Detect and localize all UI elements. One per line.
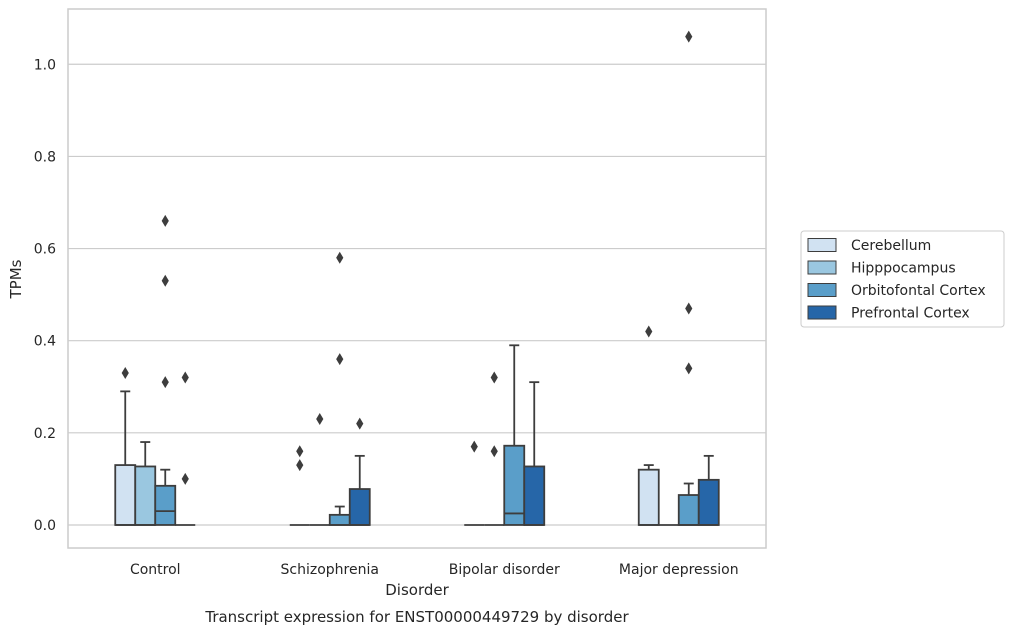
outlier-point [685, 302, 693, 315]
outlier-point [181, 371, 189, 384]
legend-label: Cerebellum [851, 238, 931, 254]
box-3-2 [677, 30, 700, 526]
box-1-0 [289, 445, 310, 526]
x-tick-label: Control [130, 562, 181, 578]
box [328, 513, 351, 526]
outlier-point [161, 214, 169, 227]
chart-caption: Transcript expression for ENST0000044972… [204, 608, 629, 626]
box-3-3 [697, 454, 720, 526]
y-tick-label: 0.6 [34, 242, 56, 258]
box [677, 494, 700, 526]
box-0-2 [154, 214, 177, 526]
y-tick-label: 0.2 [34, 426, 56, 442]
legend: Cerebellum Hipppocampus Orbitofontal Corte… [800, 230, 1005, 328]
box [523, 465, 546, 526]
x-tick-labels: Control Schizophrenia Bipolar disorder Majo… [130, 562, 739, 578]
box-2-3 [523, 381, 546, 526]
outlier-point [296, 459, 304, 472]
outlier-point [685, 30, 693, 43]
legend-swatch [807, 238, 837, 252]
legend-entries: Cerebellum Hipppocampus Orbitofontal Corte… [807, 238, 986, 322]
outlier-point [470, 440, 478, 453]
outlier-point [490, 371, 498, 384]
plot-frame [67, 8, 767, 549]
box [114, 464, 137, 526]
x-tick-label: Bipolar disorder [449, 562, 560, 578]
legend-frame [800, 230, 1005, 328]
y-tick-label: 0.0 [34, 518, 56, 534]
legend-swatch [807, 260, 837, 275]
outlier-point [296, 445, 304, 458]
box [697, 478, 720, 526]
outlier-point [645, 325, 653, 338]
outlier-point [161, 376, 169, 389]
y-axis-label: TPMs [7, 259, 25, 299]
outlier-point [316, 413, 324, 426]
box-0-0 [114, 366, 137, 526]
outlier-point [181, 472, 189, 485]
outlier-point [356, 417, 364, 430]
box-0-3 [175, 371, 196, 526]
box [348, 488, 371, 526]
box-2-2 [503, 344, 526, 526]
outlier-point [685, 362, 693, 375]
y-tick-labels: 0.0 0.2 0.4 0.6 0.8 1.0 [34, 57, 56, 534]
x-tick-label: Schizophrenia [281, 562, 379, 578]
outlier-point [336, 353, 344, 366]
legend-label: Hipppocampus [851, 261, 956, 277]
grid-lines [68, 63, 766, 526]
legend-swatch [807, 305, 837, 320]
box-3-0 [637, 325, 660, 526]
legend-swatch [807, 283, 837, 297]
box [154, 484, 177, 526]
box-1-3 [348, 417, 371, 526]
legend-label: Prefrontal Cortex [851, 306, 970, 322]
outlier-point [336, 251, 344, 264]
box-2-1 [484, 371, 505, 526]
box [637, 468, 660, 526]
box-series [114, 30, 720, 526]
y-tick-label: 0.4 [34, 334, 56, 350]
legend-label: Orbitofontal Cortex [851, 283, 986, 299]
outlier-point [161, 274, 169, 287]
outlier-point [490, 445, 498, 458]
x-tick-label: Major depression [619, 562, 739, 578]
y-tick-label: 1.0 [34, 57, 56, 73]
y-tick-label: 0.8 [34, 149, 56, 165]
x-axis-label: Disorder [385, 581, 449, 599]
box-1-2 [328, 251, 351, 526]
box-2-0 [464, 440, 485, 526]
box-1-1 [309, 413, 330, 526]
box [134, 465, 157, 526]
outlier-point [121, 366, 129, 379]
box-0-1 [134, 441, 157, 526]
